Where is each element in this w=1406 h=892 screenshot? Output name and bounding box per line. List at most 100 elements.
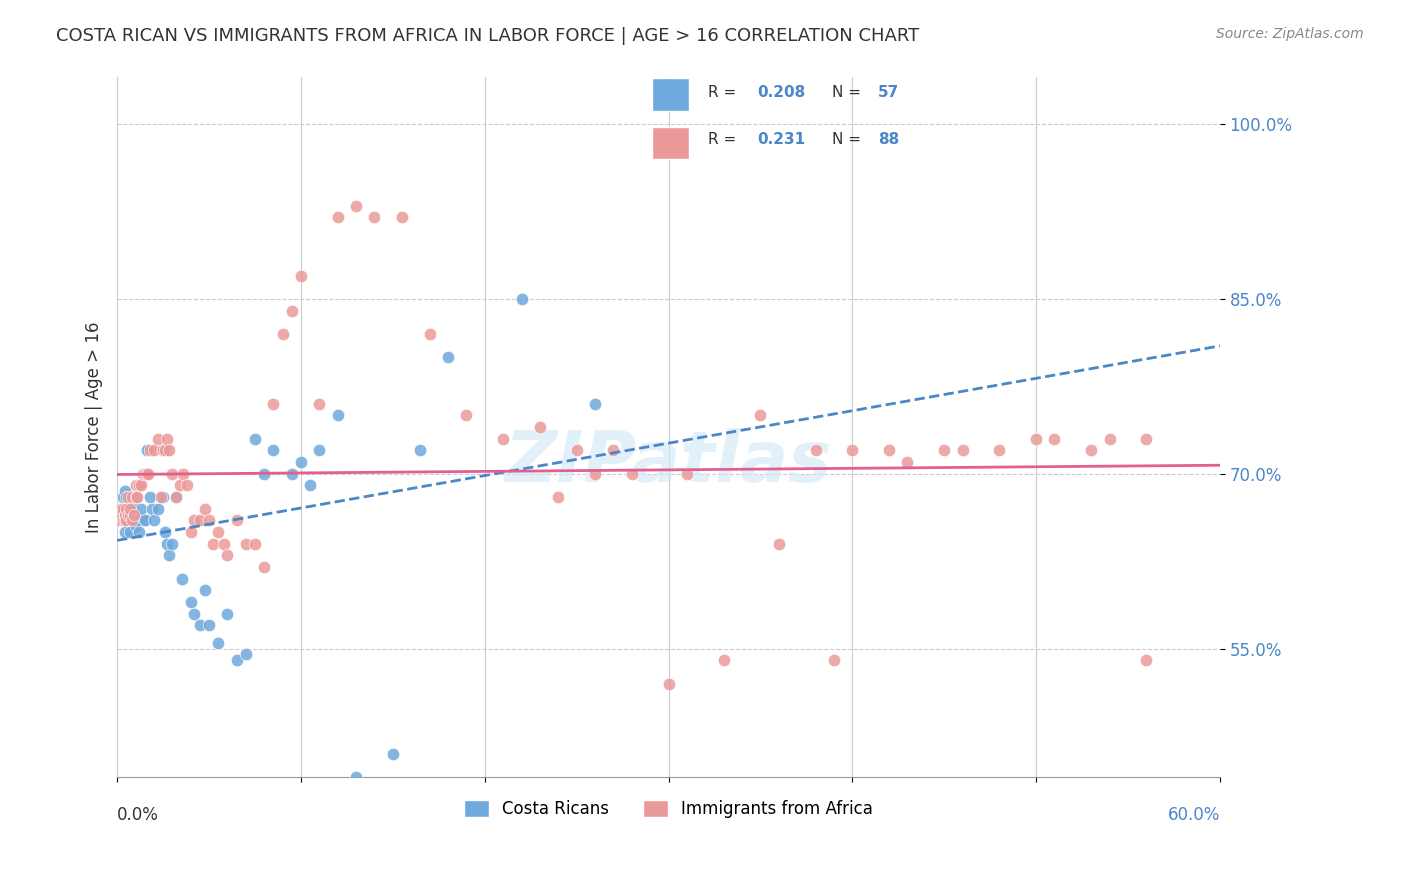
Point: [124, 490, 146, 504]
Point: [207, 524, 229, 539]
Point: [217, 549, 239, 563]
Point: [492, 432, 515, 446]
Point: [115, 501, 138, 516]
Point: [135, 467, 157, 481]
Point: [165, 490, 187, 504]
Text: 88: 88: [877, 132, 900, 147]
Text: 60.0%: 60.0%: [1167, 806, 1220, 824]
Point: [128, 524, 150, 539]
Point: [180, 595, 202, 609]
Point: [111, 501, 134, 516]
Point: [326, 211, 349, 225]
Point: [290, 455, 312, 469]
Point: [152, 443, 174, 458]
Text: 0.0%: 0.0%: [117, 806, 159, 824]
Point: [183, 607, 205, 621]
Point: [138, 467, 160, 481]
Point: [108, 501, 131, 516]
Point: [114, 524, 136, 539]
Point: [122, 508, 145, 522]
Point: [118, 501, 141, 516]
Point: [308, 443, 330, 458]
Point: [111, 490, 134, 504]
Legend: Costa Ricans, Immigrants from Africa: Costa Ricans, Immigrants from Africa: [457, 793, 880, 824]
Point: [409, 443, 432, 458]
Point: [124, 519, 146, 533]
Point: [344, 770, 367, 784]
Y-axis label: In Labor Force | Age > 16: In Labor Force | Age > 16: [86, 321, 103, 533]
Point: [676, 467, 699, 481]
Point: [114, 484, 136, 499]
Point: [172, 467, 194, 481]
Point: [188, 618, 211, 632]
Point: [602, 443, 624, 458]
Point: [117, 508, 139, 522]
Point: [198, 618, 221, 632]
Point: [124, 513, 146, 527]
Point: [169, 478, 191, 492]
Point: [1135, 432, 1157, 446]
Text: N =: N =: [831, 85, 865, 100]
Point: [253, 560, 276, 574]
Point: [121, 513, 143, 527]
Point: [114, 508, 136, 522]
Text: 0.208: 0.208: [758, 85, 806, 100]
Point: [146, 501, 169, 516]
Point: [344, 199, 367, 213]
Point: [165, 490, 187, 504]
Point: [988, 443, 1011, 458]
Point: [127, 490, 149, 504]
Point: [841, 443, 863, 458]
Point: [212, 537, 235, 551]
Point: [391, 211, 413, 225]
Point: [129, 501, 152, 516]
Point: [118, 508, 141, 522]
Point: [121, 490, 143, 504]
Point: [157, 443, 180, 458]
FancyBboxPatch shape: [652, 78, 689, 111]
Point: [129, 478, 152, 492]
Point: [243, 432, 266, 446]
Point: [118, 508, 141, 522]
Point: [547, 490, 569, 504]
Point: [121, 496, 143, 510]
Point: [194, 501, 217, 516]
Point: [117, 501, 139, 516]
Point: [749, 409, 772, 423]
Point: [194, 583, 217, 598]
Point: [141, 501, 163, 516]
Point: [456, 409, 478, 423]
Point: [299, 478, 322, 492]
Point: [529, 420, 551, 434]
Point: [253, 467, 276, 481]
Point: [176, 478, 198, 492]
Point: [235, 648, 257, 662]
Point: [1080, 443, 1102, 458]
Point: [243, 537, 266, 551]
Point: [381, 747, 404, 761]
Point: [657, 676, 679, 690]
Point: [281, 467, 304, 481]
Point: [142, 443, 165, 458]
Point: [510, 292, 533, 306]
Point: [896, 455, 918, 469]
Point: [162, 537, 184, 551]
Point: [122, 513, 145, 527]
Point: [290, 268, 312, 283]
Point: [225, 653, 247, 667]
Point: [114, 513, 136, 527]
Point: [153, 443, 176, 458]
Point: [326, 409, 349, 423]
Point: [1025, 432, 1047, 446]
Point: [134, 467, 156, 481]
Point: [934, 443, 956, 458]
Point: [207, 636, 229, 650]
Point: [225, 513, 247, 527]
Point: [583, 467, 606, 481]
Point: [804, 443, 827, 458]
Point: [135, 443, 157, 458]
Point: [139, 443, 162, 458]
Point: [188, 513, 211, 527]
Point: [152, 490, 174, 504]
Text: Source: ZipAtlas.com: Source: ZipAtlas.com: [1216, 27, 1364, 41]
